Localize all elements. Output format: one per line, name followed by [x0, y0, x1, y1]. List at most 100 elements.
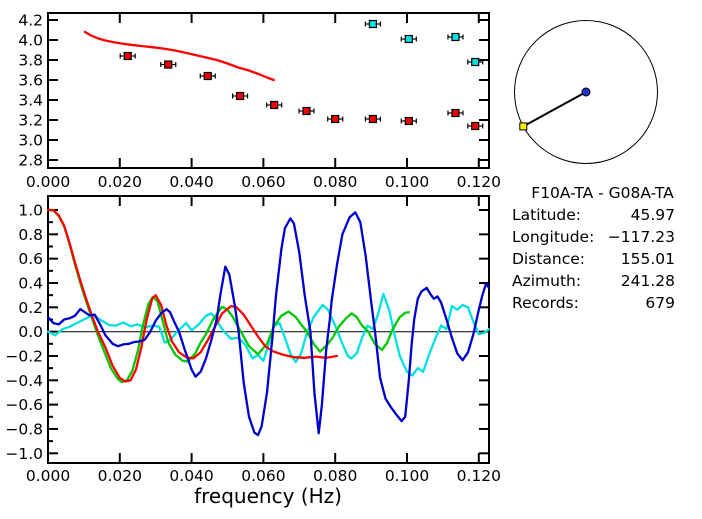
x-tick-label: 0.100: [385, 467, 429, 485]
data-square[interactable]: [368, 19, 377, 29]
y-tick-label: −0.2: [5, 347, 43, 365]
y-tick-label: 4.2: [18, 12, 43, 30]
correlation-plot-series: [46, 208, 491, 437]
red-dispersion-points-point[interactable]: [298, 106, 315, 116]
data-square[interactable]: [368, 114, 377, 124]
y-tick-label: −0.4: [5, 372, 43, 390]
dispersion-plot: 0.000 0.020 0.040 0.060 0.080 0.100 0.120 2.8 3.…: [18, 12, 501, 192]
cyan-curve: [46, 292, 491, 377]
data-square[interactable]: [123, 51, 132, 61]
station-center-dot: [581, 87, 591, 97]
x-tick-label: 0.000: [26, 173, 70, 191]
station-pair-title: F10A-TA - G08A-TA: [531, 184, 674, 202]
red-curve: [46, 208, 339, 383]
data-square[interactable]: [203, 71, 212, 81]
red-dispersion-points-point[interactable]: [364, 114, 381, 124]
y-tick-label: 0.2: [18, 299, 43, 317]
red-dispersion-points-point[interactable]: [327, 114, 344, 124]
data-square[interactable]: [302, 106, 311, 116]
correlation-plot: 0.000 0.020 0.040 0.060 0.080 0.100 0.120 1.0 0.…: [5, 195, 501, 508]
blue-curve: [46, 211, 491, 437]
station-info-value: −117.23: [607, 228, 675, 246]
station-info-row: Distance: 155.01: [512, 248, 675, 270]
data-square[interactable]: [235, 91, 245, 101]
station-info-panel: F10A-TA - G08A-TA Latitude: 45.97 Longitud…: [512, 182, 675, 314]
y-tick-label: 0.0: [18, 323, 43, 341]
station-info-value: 241.28: [620, 272, 675, 290]
red-dispersion-points-point[interactable]: [447, 108, 464, 118]
y-tick-label: 1.0: [18, 202, 43, 220]
station-info-label: Azimuth:: [512, 272, 582, 290]
y-tick-label: 3.6: [18, 72, 43, 90]
station-info-value: 45.97: [630, 206, 675, 224]
y-tick-label: 3.2: [18, 112, 43, 130]
y-tick-label: 2.8: [18, 152, 43, 170]
data-square[interactable]: [404, 34, 413, 44]
red-dispersion-points-point[interactable]: [199, 71, 216, 81]
station-info-row: Azimuth: 241.28: [512, 270, 675, 292]
azimuth-panel: [514, 20, 658, 164]
y-tick-label: −1.0: [5, 445, 43, 463]
x-tick-label: 0.020: [98, 467, 142, 485]
x-tick-label: 0.060: [241, 173, 285, 191]
station-info-rows: Latitude: 45.97 Longitude: −117.23 Distance:…: [512, 204, 675, 314]
y-tick-label: 3.8: [18, 52, 43, 70]
y-tick-label: 4.0: [18, 32, 43, 50]
station-info-value: 679: [645, 294, 675, 312]
x-axis-title: frequency (Hz): [194, 484, 342, 508]
azimuth-circle: [514, 20, 658, 164]
data-square[interactable]: [471, 57, 480, 67]
cyan-dispersion-points-point[interactable]: [447, 32, 464, 42]
x-tick-label: 0.040: [169, 467, 213, 485]
x-tick-label: 0.100: [385, 173, 429, 191]
azimuth-line: [522, 91, 587, 128]
station-info-row: Longitude: −117.23: [512, 226, 675, 248]
x-tick-label: 0.060: [241, 467, 285, 485]
green-curve: [46, 208, 410, 384]
station-info-label: Longitude:: [512, 228, 595, 246]
red-dispersion-points-point[interactable]: [119, 51, 136, 61]
y-tick-label: −0.8: [5, 420, 43, 438]
station-end-marker: [519, 122, 528, 131]
data-square[interactable]: [331, 114, 340, 124]
x-tick-label: 0.080: [313, 173, 357, 191]
data-square[interactable]: [164, 60, 173, 69]
y-tick-label: 0.4: [18, 274, 43, 292]
cyan-dispersion-points-point[interactable]: [400, 34, 417, 44]
y-tick-label: 0.8: [18, 226, 43, 244]
red-dispersion-points-point[interactable]: [467, 121, 484, 131]
correlation-plot-frame[interactable]: [47, 195, 490, 464]
station-info-label: Records:: [512, 294, 579, 312]
station-info-label: Distance:: [512, 250, 585, 268]
x-tick-label: 0.120: [457, 173, 501, 191]
dispersion-plot-series: [83, 19, 484, 131]
x-tick-label: 0.020: [98, 173, 142, 191]
x-tick-label: 0.000: [26, 467, 70, 485]
x-tick-label: 0.080: [313, 467, 357, 485]
station-info-value: 155.01: [620, 250, 675, 268]
y-tick-label: 3.0: [18, 132, 43, 150]
dispersion-plot-frame[interactable]: [47, 12, 490, 169]
correlation-plot-ticks: 0.000 0.020 0.040 0.060 0.080 0.100 0.120 1.0 0.…: [5, 196, 501, 485]
data-square[interactable]: [404, 116, 413, 126]
red-dispersion-points-point[interactable]: [160, 60, 177, 69]
station-info-row: Records: 679: [512, 292, 675, 314]
station-info-row: Latitude: 45.97: [512, 204, 675, 226]
cyan-dispersion-points-point[interactable]: [467, 57, 484, 67]
red-dispersion-points-point[interactable]: [231, 91, 249, 101]
x-tick-label: 0.120: [457, 467, 501, 485]
data-square[interactable]: [471, 121, 480, 131]
data-square[interactable]: [270, 100, 279, 110]
red-dispersion-points-point[interactable]: [400, 116, 417, 126]
y-tick-label: −0.6: [5, 396, 43, 414]
data-square[interactable]: [451, 108, 460, 118]
station-info-label: Latitude:: [512, 206, 582, 224]
cyan-dispersion-points-point[interactable]: [364, 19, 381, 29]
dispersion-plot-ticks: 0.000 0.020 0.040 0.060 0.080 0.100 0.120 2.8 3.…: [18, 12, 501, 192]
x-tick-label: 0.040: [169, 173, 213, 191]
data-square[interactable]: [451, 32, 460, 42]
red-dispersion-points-point[interactable]: [266, 100, 283, 110]
y-tick-label: 0.6: [18, 250, 43, 268]
